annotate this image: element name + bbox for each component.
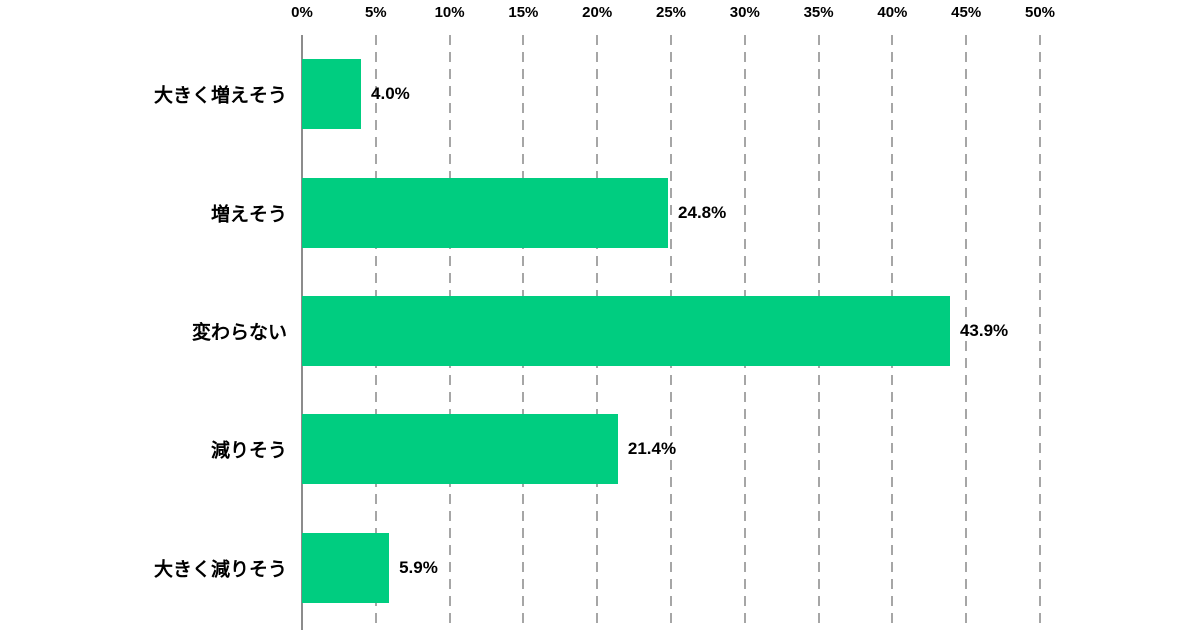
- x-axis-tick-label: 0%: [291, 4, 313, 21]
- x-axis-tick-label: 10%: [434, 4, 465, 21]
- bar: [302, 59, 362, 130]
- x-axis-tick-label: 45%: [951, 4, 982, 21]
- value-label: 5.9%: [399, 557, 438, 577]
- x-axis-tick-label: 40%: [877, 4, 908, 21]
- category-label: 増えそう: [210, 204, 287, 226]
- value-label: 4.0%: [371, 84, 410, 104]
- x-axis-tick-label: 30%: [729, 4, 760, 21]
- value-label: 21.4%: [627, 439, 677, 459]
- vertical-gridline: [1039, 35, 1041, 630]
- x-axis-tick-label: 50%: [1024, 4, 1056, 21]
- category-label: 減りそう: [210, 440, 287, 462]
- bar: [302, 296, 950, 366]
- category-label: 大きく減りそう: [153, 559, 287, 581]
- x-axis-tick-label: 20%: [582, 4, 613, 21]
- x-axis-tick-label: 25%: [655, 4, 687, 21]
- bar: [302, 532, 390, 603]
- x-axis-tick-label: 15%: [508, 4, 539, 21]
- value-label: 24.8%: [678, 202, 727, 222]
- category-label: 変わらない: [191, 322, 287, 344]
- x-axis-tick-label: 5%: [364, 4, 387, 21]
- value-label: 43.9%: [959, 321, 1009, 340]
- bar: [302, 414, 618, 485]
- x-axis-tick-label: 35%: [803, 4, 834, 21]
- category-label: 大きく増えそう: [153, 85, 287, 107]
- vertical-gridline: [965, 35, 968, 630]
- bar: [302, 177, 669, 248]
